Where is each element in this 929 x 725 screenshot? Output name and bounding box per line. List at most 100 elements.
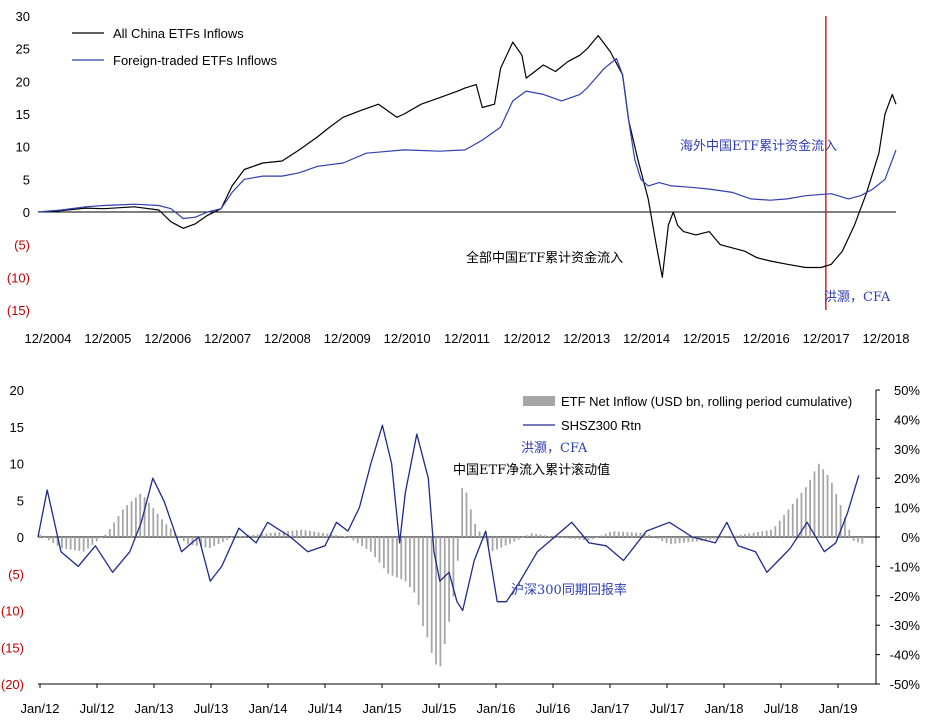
y-tick-label-10: 10 (16, 140, 30, 155)
bar-etf-net-inflow (504, 537, 507, 546)
bar-etf-net-inflow (569, 537, 572, 539)
bar-etf-net-inflow (561, 537, 564, 538)
bar-etf-net-inflow (500, 537, 503, 548)
bar-etf-net-inflow (613, 531, 616, 537)
bar-etf-net-inflow (565, 537, 568, 539)
bar-etf-net-inflow (743, 534, 746, 537)
right-y-tick-label-40: 40% (894, 412, 920, 427)
bar-etf-net-inflow (787, 509, 790, 537)
bar-etf-net-inflow (796, 498, 798, 537)
bar-etf-net-inflow (74, 537, 76, 551)
bar-etf-net-inflow (739, 534, 742, 537)
bar-etf-net-inflow (443, 537, 446, 644)
bar-etf-net-inflow (783, 515, 785, 537)
right-y-tick-label-50: -50% (890, 677, 921, 692)
bar-etf-net-inflow (791, 503, 794, 537)
bar-etf-net-inflow (852, 537, 855, 541)
legend-label-all-china: All China ETFs Inflows (113, 26, 244, 41)
bar-etf-net-inflow (378, 537, 381, 563)
bar-etf-net-inflow (134, 497, 137, 537)
bar-etf-net-inflow (465, 492, 468, 537)
x-tick-label-jan-12: Jan/12 (20, 701, 59, 716)
bar-etf-net-inflow (704, 537, 707, 541)
bar-etf-net-inflow (857, 537, 859, 543)
x-tick-label-12-2013: 12/2013 (563, 331, 610, 346)
bar-etf-net-inflow (304, 530, 307, 537)
bar-etf-net-inflow (804, 487, 807, 537)
chart-2-x-ticks: Jan/12 Jul/12 Jan/13 Jul/13 Jan/14 Jul/14 Jan/… (20, 684, 858, 716)
bar-etf-net-inflow (187, 537, 189, 545)
series-line-foreign-traded-etfs-inflows (37, 57, 897, 220)
left-y-tick-label-5: 5 (17, 493, 24, 508)
bar-etf-net-inflow (822, 469, 825, 537)
y-tick-label-15: 15 (16, 107, 30, 122)
bar-etf-net-inflow (274, 532, 276, 537)
legend-label-etf-net-inflow: ETF Net Inflow (USD bn, rolling period c… (561, 394, 852, 409)
bar-etf-net-inflow (391, 537, 394, 576)
bar-etf-net-inflow (617, 531, 620, 537)
bar-etf-net-inflow (413, 537, 416, 593)
x-tick-label-jan-15: Jan/15 (362, 701, 401, 716)
bar-etf-net-inflow (835, 493, 838, 537)
right-y-tick-label-10: 10% (894, 501, 920, 516)
bar-etf-net-inflow (387, 537, 390, 574)
chart-2-bars (39, 463, 864, 667)
bar-etf-net-inflow (661, 537, 664, 541)
bar-etf-net-inflow (422, 537, 424, 627)
x-tick-label-12-2012: 12/2012 (503, 331, 550, 346)
bar-etf-net-inflow (761, 531, 764, 537)
bar-etf-net-inflow (709, 537, 711, 540)
bar-etf-net-inflow (339, 535, 342, 537)
chart-2-left-y-ticks: 20 15 10 5 0 (5) (10) (15) (20) (1, 383, 24, 692)
bar-etf-net-inflow (208, 537, 211, 548)
series-line-shsz300-rtn (37, 424, 860, 612)
x-tick-label-jul-15: Jul/15 (422, 701, 457, 716)
bar-etf-net-inflow (326, 533, 329, 537)
bar-etf-net-inflow (826, 474, 829, 537)
annotation-hs300-return: 沪深300同期回报率 (511, 582, 627, 598)
x-tick-label-12-2004: 12/2004 (25, 331, 72, 346)
x-tick-label-jan-13: Jan/13 (134, 701, 173, 716)
annotation-etf-rolling: 中国ETF净流入累计滚动值 (453, 462, 610, 478)
right-y-tick-label-40: -40% (890, 648, 921, 663)
bar-etf-net-inflow (230, 537, 233, 538)
bar-etf-net-inflow (322, 532, 324, 537)
bar-etf-net-inflow (182, 537, 185, 541)
x-tick-label-12-2016: 12/2016 (743, 331, 790, 346)
bar-etf-net-inflow (265, 533, 268, 537)
x-tick-label-jan-14: Jan/14 (248, 701, 287, 716)
bar-etf-net-inflow (143, 497, 146, 537)
right-y-tick-label-30: -30% (890, 618, 921, 633)
bar-etf-net-inflow (330, 534, 333, 537)
bar-etf-net-inflow (343, 536, 346, 537)
annotation-author-top: 洪灏，CFA (824, 289, 891, 305)
bar-etf-net-inflow (687, 537, 690, 543)
legend-swatch-etf-net-inflow (523, 396, 555, 406)
bar-etf-net-inflow (622, 531, 624, 537)
bar-etf-net-inflow (574, 537, 577, 540)
bar-etf-net-inflow (578, 537, 581, 540)
left-y-tick-label-15: (15) (1, 640, 24, 655)
y-tick-label-30: 30 (16, 9, 30, 24)
right-y-tick-label-20: -20% (890, 589, 921, 604)
bar-etf-net-inflow (730, 536, 733, 537)
x-tick-label-12-2018: 12/2018 (863, 331, 910, 346)
bar-etf-net-inflow (100, 537, 102, 538)
x-tick-label-jul-18: Jul/18 (764, 701, 799, 716)
y-tick-label-0: 0 (23, 205, 30, 220)
bar-etf-net-inflow (496, 537, 498, 550)
bar-etf-net-inflow (47, 537, 50, 541)
y-tick-label-25: 25 (16, 42, 30, 57)
x-tick-label-jul-16: Jul/16 (536, 701, 571, 716)
bar-etf-net-inflow (830, 482, 833, 537)
x-tick-label-jan-16: Jan/16 (476, 701, 515, 716)
bar-etf-net-inflow (713, 537, 716, 539)
chart-2-legend: ETF Net Inflow (USD bn, rolling period c… (523, 394, 852, 433)
left-y-tick-label-0: 0 (17, 530, 24, 545)
chart-1-x-ticks: 12/2004 12/2005 12/2006 12/2007 12/2008 12/20… (25, 331, 910, 346)
x-tick-label-12-2009: 12/2009 (324, 331, 371, 346)
bar-etf-net-inflow (526, 535, 529, 537)
series-line-all-china-etfs-inflows (37, 35, 897, 278)
